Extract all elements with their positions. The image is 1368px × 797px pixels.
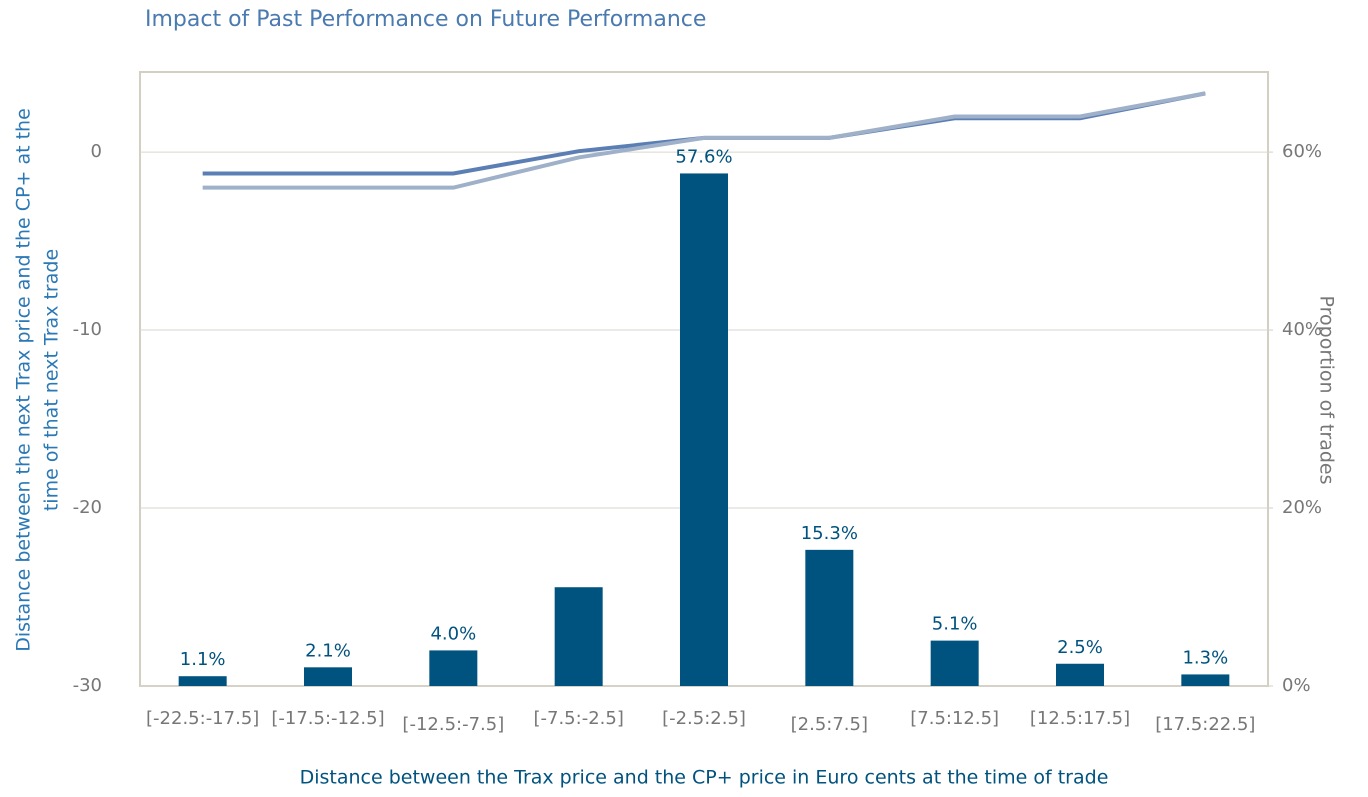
data-label: 57.6% xyxy=(675,146,732,167)
x-tick-label: [12.5:17.5] xyxy=(1030,708,1130,729)
y2-tick-label: 60% xyxy=(1282,141,1322,162)
data-label: 15.3% xyxy=(801,523,858,544)
y2-tick-label: 40% xyxy=(1282,319,1322,340)
x-tick-label: [-2.5:2.5] xyxy=(662,708,746,729)
y-tick-label: 0 xyxy=(91,141,102,162)
bar xyxy=(304,667,352,686)
data-label: 2.5% xyxy=(1057,637,1103,658)
bar xyxy=(1056,663,1104,686)
y2-axis-label: Proportion of trades xyxy=(1316,296,1338,485)
data-label: 4.0% xyxy=(430,623,476,644)
y2-tick-label: 0% xyxy=(1282,675,1311,696)
y-tick-label: -10 xyxy=(73,319,102,340)
x-tick-label: [-7.5:-2.5] xyxy=(533,708,623,729)
x-tick-label: [-22.5:-17.5] xyxy=(146,708,259,729)
x-tick-label: [17.5:22.5] xyxy=(1155,714,1255,735)
x-tick-label: [2.5:7.5] xyxy=(791,714,868,735)
data-label: 1.3% xyxy=(1182,647,1228,668)
y-axis-label-line: time of that next Trax trade xyxy=(41,249,63,511)
bar xyxy=(805,549,854,686)
chart-title: Impact of Past Performance on Future Per… xyxy=(145,7,706,32)
data-label: 2.1% xyxy=(305,640,351,661)
bar xyxy=(554,587,603,686)
y-axis-label-line: Distance between the next Trax price and… xyxy=(13,108,35,652)
x-axis-label: Distance between the Trax price and the … xyxy=(300,767,1109,789)
y-tick-label: -20 xyxy=(73,497,102,518)
bar xyxy=(1181,674,1230,686)
line xyxy=(202,91,1206,190)
y-tick-label: -30 xyxy=(73,675,102,696)
x-tick-label: [-17.5:-12.5] xyxy=(271,708,384,729)
bar xyxy=(680,173,728,686)
y2-tick-label: 20% xyxy=(1282,497,1322,518)
bar xyxy=(429,650,478,686)
x-tick-label: [-12.5:-7.5] xyxy=(402,714,504,735)
x-tick-label: [7.5:12.5] xyxy=(910,708,999,729)
data-label: 5.1% xyxy=(932,614,978,635)
data-label: 1.1% xyxy=(180,649,226,670)
bar xyxy=(930,640,979,686)
bar xyxy=(178,676,227,686)
y-axis-label: Distance between the next Trax price and… xyxy=(13,108,63,652)
